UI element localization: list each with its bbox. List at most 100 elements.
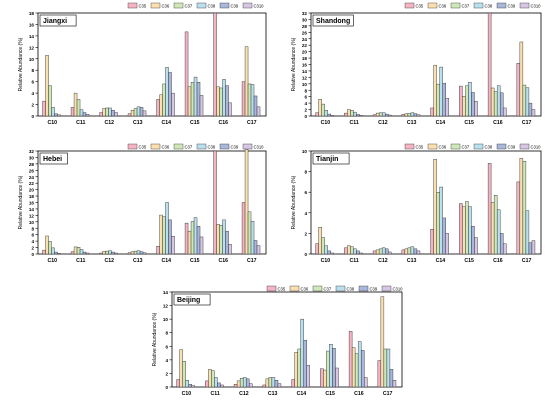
legend-swatch-c38 [473, 2, 484, 9]
chart-beijing: Beijing 0 2 4 6 8 10 12 14 Relative Abundance (%)… [152, 285, 403, 397]
bar-c37-c17 [383, 348, 388, 388]
bar-c35-c14 [156, 246, 160, 255]
bar-c310-c11 [359, 115, 363, 117]
x-tick-label: C13 [133, 258, 143, 264]
bar-c35-c14 [156, 99, 160, 117]
bar-c39-c13 [413, 113, 418, 117]
bar-c310-c11 [85, 252, 90, 255]
bar-c39-c17 [528, 102, 533, 117]
bar-c39-c15 [471, 225, 475, 255]
y-tick-label: 14 [29, 207, 35, 212]
bar-c39-c10 [188, 384, 192, 388]
bar-c35-c12 [99, 112, 103, 117]
bar-c35-c15 [459, 203, 463, 255]
x-tick-label: C14 [436, 120, 446, 126]
y-tick-label: 6 [165, 344, 168, 349]
y-tick-label: 26 [29, 168, 35, 173]
legend-label-c310: C310 [531, 4, 542, 9]
y-tick-label: 20 [29, 188, 35, 193]
y-tick-label: 4 [31, 239, 34, 244]
y-tick-label: 2 [304, 108, 307, 113]
bar-c37-c11 [350, 246, 354, 255]
legend-swatch-c35 [127, 2, 138, 9]
x-tick-label: C17 [247, 258, 257, 264]
legend-swatch-c38 [335, 285, 346, 292]
legend-label-c36: C36 [301, 287, 309, 292]
bar-c310-c12 [387, 114, 392, 117]
bar-c38-c12 [108, 250, 112, 255]
y-tick-label: 30 [302, 17, 308, 22]
bar-c38-c12 [108, 107, 112, 117]
bar-c35-c10 [42, 249, 46, 255]
bar-c310-c16 [228, 102, 232, 117]
legend-swatch-c36 [427, 143, 438, 150]
bar-c35-c12 [99, 252, 103, 255]
y-tick-label: 12 [29, 45, 35, 50]
bar-c39-c13 [274, 380, 279, 388]
y-tick-label: 12 [29, 213, 35, 218]
bar-c36-c12 [375, 249, 380, 255]
bar-c39-c11 [217, 382, 221, 388]
y-tick-label: 4 [165, 358, 168, 363]
bar-c37-c12 [378, 112, 383, 117]
y-tick-label: 14 [163, 290, 169, 295]
bar-c36-c14 [159, 214, 163, 255]
y-tick-label: 28 [29, 162, 35, 167]
bar-c35-c12 [372, 250, 377, 255]
x-tick-label: C16 [493, 120, 503, 126]
bar-c35-c13 [127, 113, 132, 117]
y-tick-label: 2 [31, 103, 34, 108]
legend-label-c37: C37 [462, 4, 470, 9]
bar-c39-c12 [384, 248, 389, 255]
bar-c39-c14 [168, 72, 172, 117]
y-tick-label: 4 [304, 211, 307, 216]
bar-c39-c13 [139, 107, 144, 117]
bar-c37-c14 [162, 83, 166, 117]
bar-c310-c13 [142, 252, 147, 255]
bar-c35-c16 [487, 12, 492, 117]
x-tick-label: C13 [133, 120, 143, 126]
legend-label-c38: C38 [208, 145, 216, 150]
y-tick-label: 8 [31, 68, 34, 73]
y-tick-label: 4 [31, 91, 34, 96]
y-tick-label: 10 [302, 82, 308, 87]
bar-c35-c12 [233, 384, 238, 388]
bar-c36-c13 [404, 248, 409, 255]
bar-c38-c16 [357, 341, 362, 388]
x-tick-label: C13 [407, 258, 417, 264]
legend-swatch-c35 [127, 143, 138, 150]
bar-c39-c16 [225, 230, 229, 255]
y-tick-label: 4 [304, 101, 307, 106]
y-tick-label: 12 [163, 304, 169, 309]
y-tick-label: 10 [163, 317, 169, 322]
legend-label-c39: C39 [231, 4, 239, 9]
bar-c39-c12 [245, 378, 250, 388]
bar-c38-c15 [468, 206, 472, 255]
bar-c310-c15 [199, 236, 204, 255]
legend-swatch-c37 [173, 2, 184, 9]
bar-c36-c15 [462, 96, 466, 117]
bar-c38-c13 [410, 112, 415, 117]
x-tick-label: C10 [182, 391, 192, 397]
bar-c38-c17 [250, 84, 255, 117]
legend-swatch-c310 [519, 143, 530, 150]
bar-c36-c10 [318, 227, 322, 255]
bar-c36-c16 [216, 86, 220, 117]
bar-c36-c10 [179, 349, 183, 388]
y-tick-label: 12 [302, 75, 308, 80]
y-tick-label: 16 [29, 201, 35, 206]
y-tick-label: 26 [302, 30, 308, 35]
y-tick-label: 6 [31, 233, 34, 238]
bar-c36-c16 [490, 202, 495, 255]
x-tick-label: C11 [76, 120, 85, 126]
y-tick-label: 10 [29, 220, 35, 225]
y-tick-label: 14 [302, 69, 308, 74]
x-tick-label: C15 [464, 120, 474, 126]
x-tick-label: C15 [190, 258, 200, 264]
bar-c39-c15 [332, 348, 336, 388]
legend-label-c39: C39 [508, 4, 516, 9]
x-tick-label: C10 [47, 258, 57, 264]
panel-title-box [173, 293, 211, 306]
bar-c35-c11 [70, 251, 75, 255]
legend-label-c35: C35 [139, 145, 147, 150]
